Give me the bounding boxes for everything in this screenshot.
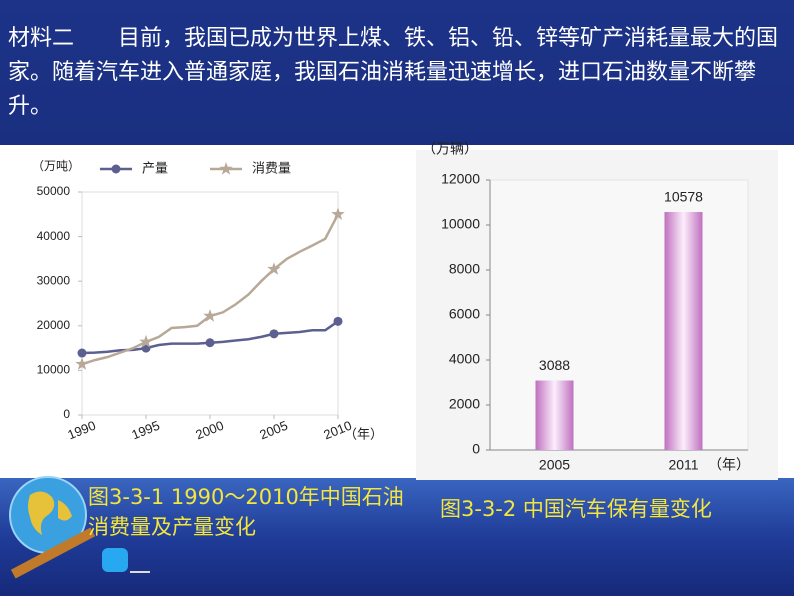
marker — [75, 357, 89, 370]
x-tick-label: 2000 — [193, 418, 225, 443]
y-tick-label: 0 — [63, 407, 70, 421]
x-tick-label: 1995 — [129, 418, 161, 443]
value-label: 3088 — [539, 357, 570, 373]
y-tick-label: 12000 — [441, 171, 480, 187]
y-axis-unit: （万吨） — [32, 159, 80, 173]
bar — [664, 211, 703, 450]
plot-frame — [489, 179, 749, 451]
x-tick-label: 1990 — [65, 418, 97, 443]
marker — [77, 348, 87, 358]
marker — [269, 329, 279, 339]
marker — [203, 309, 217, 322]
value-label: 10578 — [664, 189, 703, 205]
legend-marker — [219, 162, 233, 175]
y-tick-label: 0 — [472, 441, 480, 457]
chart-caption: 图3-3-2 中国汽车保有量变化 — [440, 497, 712, 521]
legend-label: 消费量 — [252, 160, 291, 175]
y-axis-unit: （万辆） — [422, 141, 478, 157]
x-tick-label: 2005 — [257, 418, 289, 443]
globe-decoration — [9, 476, 150, 579]
marker — [331, 207, 345, 220]
header-band — [0, 0, 794, 145]
marker — [267, 262, 281, 275]
y-tick-label: 2000 — [449, 396, 480, 412]
y-tick-label: 10000 — [441, 216, 480, 232]
x-axis-unit: （年） — [344, 426, 383, 441]
chart-caption: 图3-3-1 1990～2010年中国石油消费量及产量变化 — [88, 485, 404, 539]
legend-marker — [111, 164, 121, 174]
marker — [205, 338, 215, 348]
y-tick-label: 40000 — [37, 229, 71, 243]
x-axis-unit: （年） — [708, 457, 750, 473]
marker — [139, 334, 153, 348]
footer-band — [0, 478, 794, 596]
y-tick-label: 20000 — [37, 318, 71, 332]
series-line — [81, 320, 339, 355]
material-text: 材料二 目前，我国已成为世界上煤、铁、铝、铅、锌等矿产消耗量最大的国家。随着汽车… — [8, 26, 779, 119]
y-tick-label: 8000 — [449, 261, 480, 277]
y-tick-label: 10000 — [37, 363, 71, 377]
y-tick-label: 6000 — [449, 306, 480, 322]
y-tick-label: 30000 — [37, 273, 71, 287]
y-tick-label: 50000 — [37, 184, 71, 198]
x-tick-label: 2011 — [668, 457, 698, 473]
legend-label: 产量 — [142, 160, 168, 175]
marker — [333, 316, 343, 326]
bar — [535, 380, 574, 450]
x-tick-label: 2005 — [539, 457, 570, 473]
plot-frame — [81, 191, 339, 416]
y-tick-label: 4000 — [449, 351, 480, 367]
